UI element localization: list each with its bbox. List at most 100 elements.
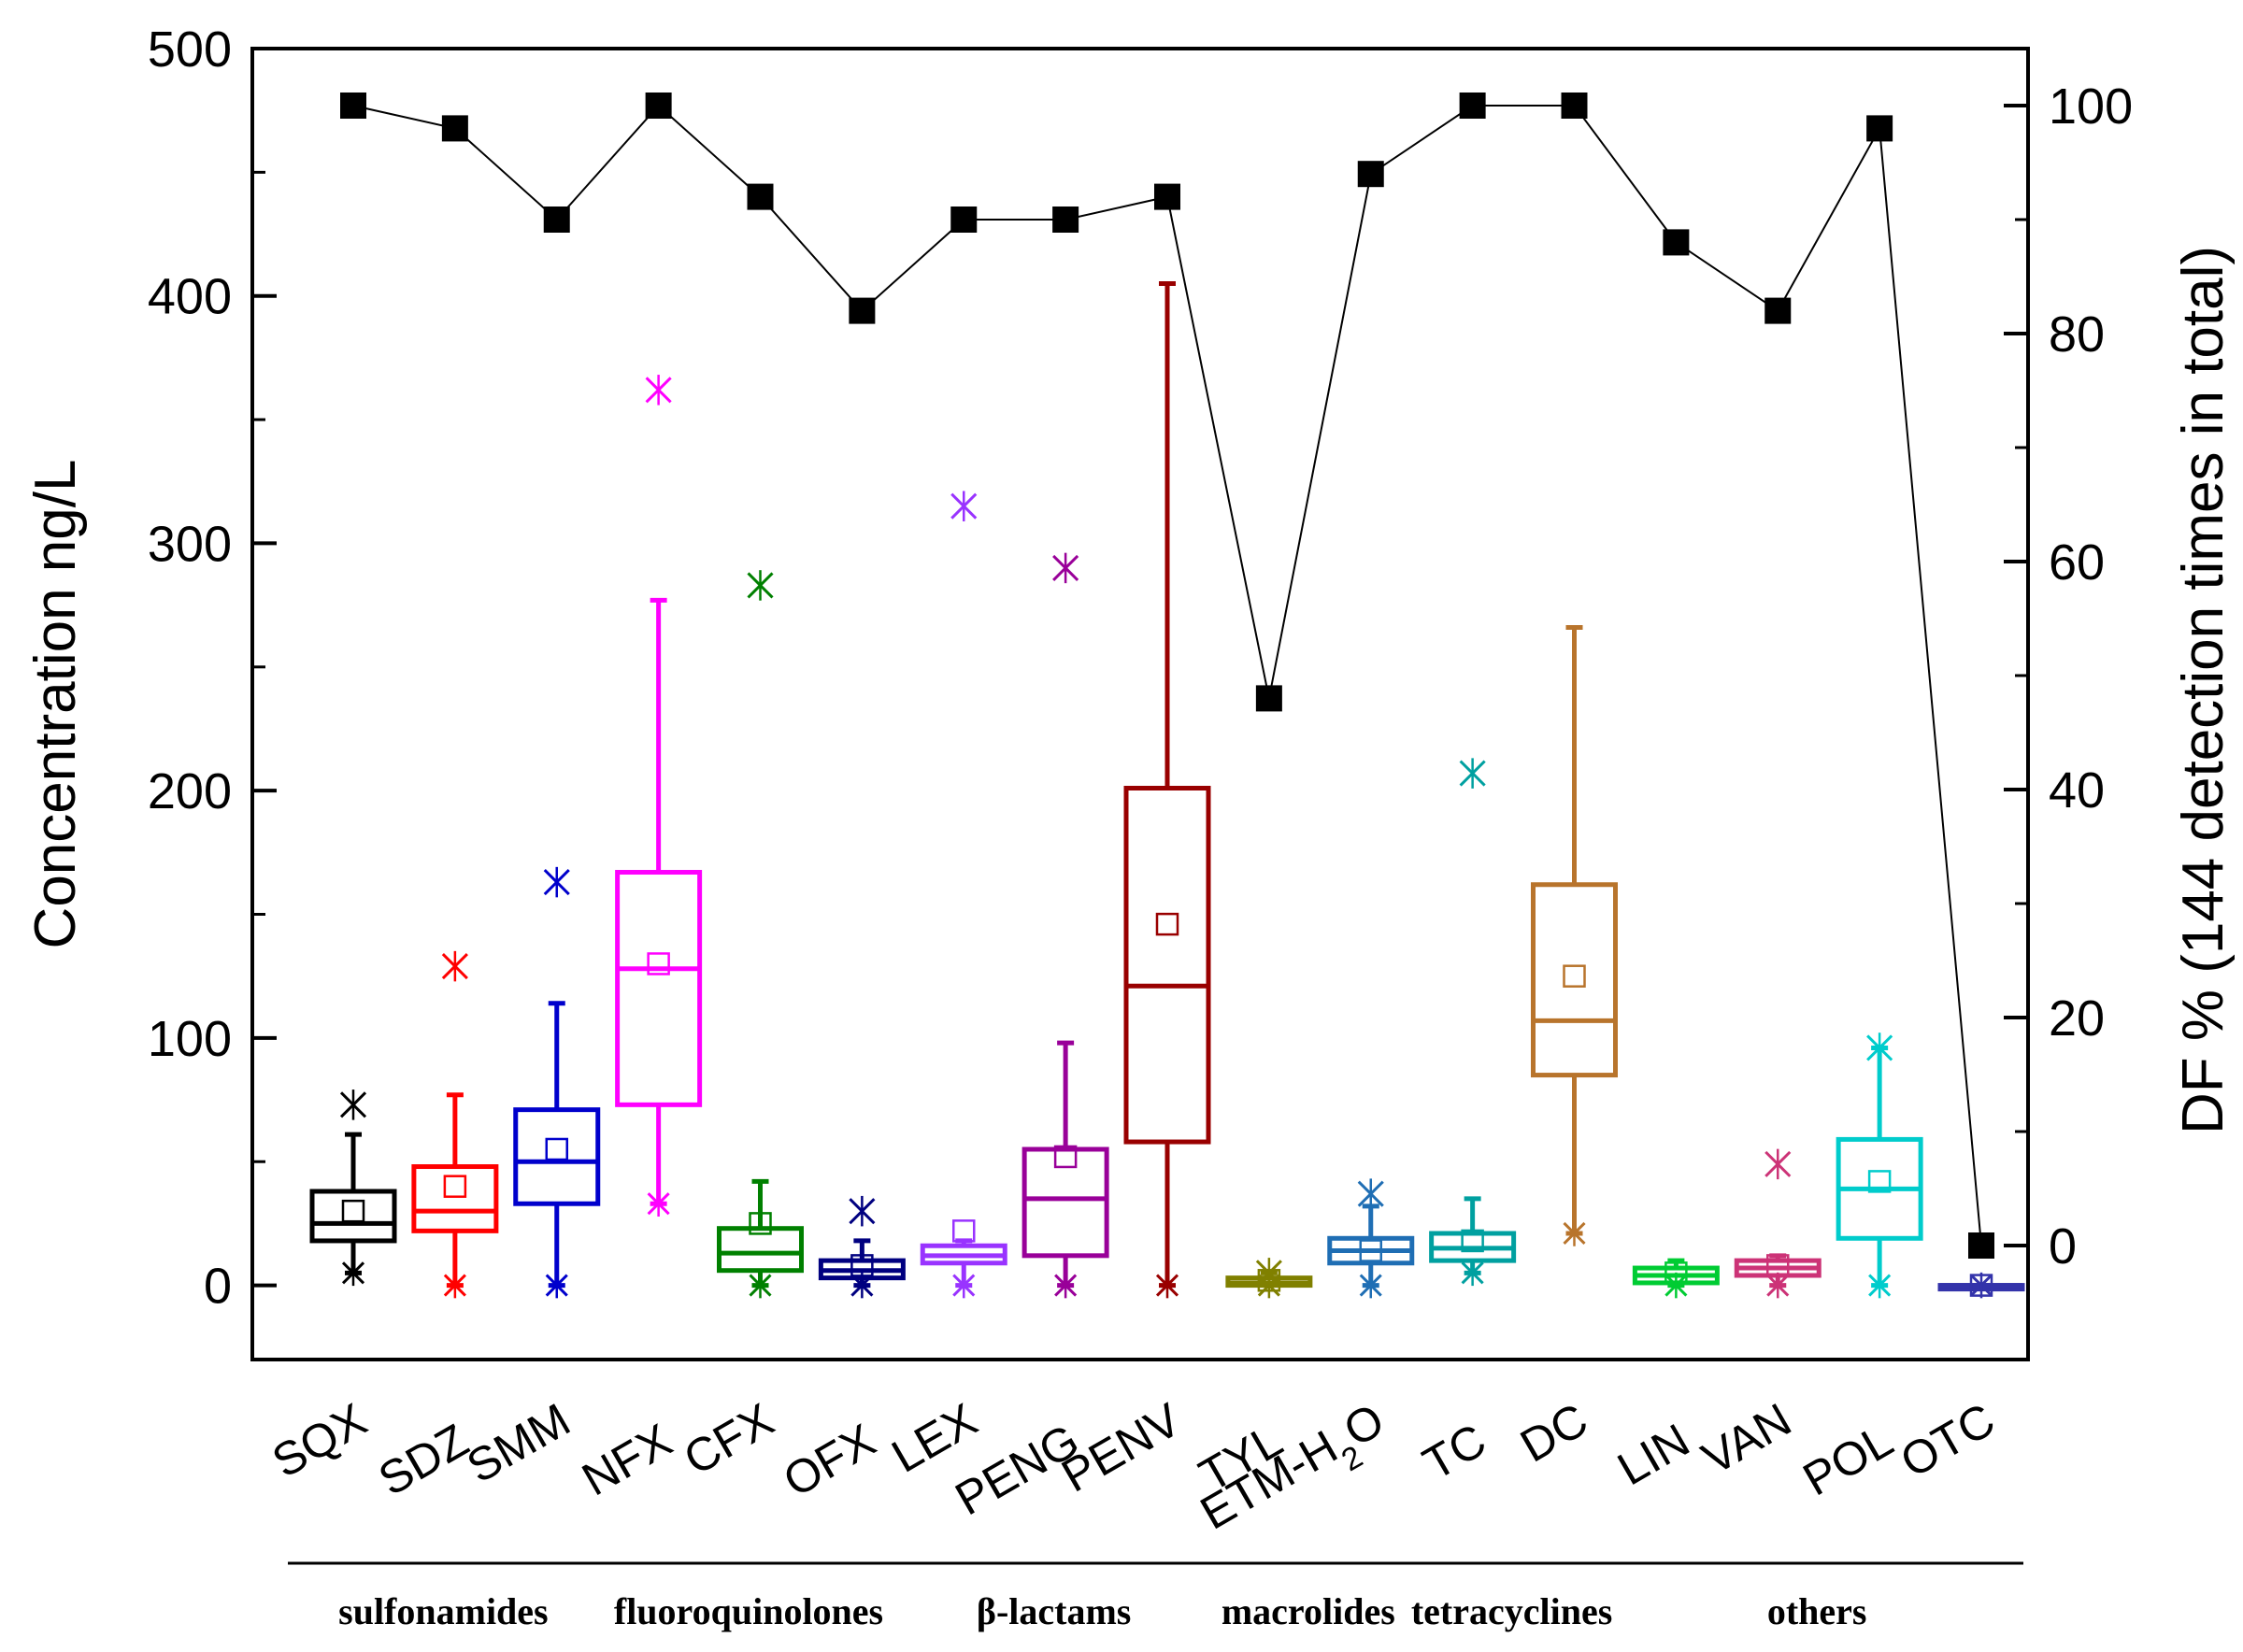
df-point [1561,93,1588,119]
box-iqr [513,1107,601,1206]
df-point [1764,297,1792,324]
box-sdz [411,950,499,1299]
df-point [1866,115,1893,142]
right-tick-label: 80 [2049,306,2105,363]
right-tick-label: 100 [2049,78,2133,135]
df-series [340,93,1994,1259]
df-point [1357,161,1384,188]
outlier-marker [1866,1032,1893,1063]
category-label: VAN [1693,1393,1800,1485]
box-peng [1021,552,1109,1299]
left-tick-label: 100 [148,1011,232,1067]
box-iqr [1021,1146,1109,1259]
left-tick-label: 0 [204,1259,232,1315]
box-series [309,280,2025,1299]
box-sqx [309,1089,397,1287]
box-iqr [1531,882,1618,1078]
box-mean [1155,912,1179,936]
box-smm [513,866,601,1299]
box-lin [1632,1258,1720,1299]
min-marker [1868,1272,1892,1299]
min-marker [1359,1272,1382,1299]
category-label: SMM [458,1393,579,1493]
left-tick-label: 200 [148,763,232,819]
box-dc [1531,624,1618,1246]
box-tc [1429,758,1517,1287]
plot-border [250,47,2030,1361]
box-iqr [309,1189,397,1244]
group-label: fluoroquinolones [614,1590,883,1632]
df-point [645,93,672,119]
box-pol [1836,1032,1923,1299]
min-marker [341,1260,365,1287]
category-label: SDZ [370,1414,478,1505]
min-marker [1257,1272,1280,1299]
box-penv [1123,280,1211,1299]
group-label: macrolides [1222,1590,1395,1632]
outlier-marker [339,1089,367,1120]
min-marker [1969,1272,1993,1299]
outlier-marker [1357,1178,1384,1209]
category-label: CFX [675,1393,782,1485]
box-mean [341,1199,365,1223]
min-marker [850,1272,874,1299]
box-ofx [818,1195,906,1299]
left-tick-label: 400 [148,269,232,325]
min-marker [1054,1272,1078,1299]
df-point [441,115,468,142]
left-tick-label: 300 [148,516,232,572]
box-mean [1563,964,1586,988]
box-van [1734,1148,1822,1299]
min-marker [647,1190,670,1217]
min-marker [545,1272,568,1299]
outlier-marker [1764,1148,1792,1180]
box-mean [952,1219,976,1243]
right-tick-label: 60 [2049,534,2105,591]
df-point [1154,183,1180,210]
box-nfx [615,375,703,1217]
category-label: POL [1794,1414,1902,1506]
box-mean [749,1212,772,1235]
outlier-marker [645,375,672,406]
min-marker [952,1272,976,1299]
outlier-marker [543,866,570,898]
df-point [340,93,366,119]
box-mean [443,1175,467,1198]
box-lex [920,491,1007,1299]
df-point [950,206,978,233]
group-label: others [1767,1590,1867,1632]
outlier-marker [441,950,468,982]
right-tick-label: 20 [2049,990,2105,1047]
df-point [1255,685,1282,712]
category-groups: sulfonamides fluoroquinolones β-lactams mac… [288,1561,2023,1632]
box-mean [1053,1145,1078,1169]
box-mean [1461,1229,1484,1253]
df-point [747,183,774,210]
min-marker [1563,1220,1586,1246]
right-tick-label: 0 [2049,1218,2077,1275]
min-marker [1461,1260,1484,1287]
outlier-marker [1052,552,1079,584]
left-tick-label: 500 [148,21,232,78]
group-label: sulfonamides [338,1590,549,1632]
df-point [1663,229,1690,256]
plot-frame [250,47,2030,1361]
df-point [849,297,876,324]
category-label: LIN [1608,1414,1697,1495]
df-point [543,206,570,233]
box-iqr [615,870,703,1107]
category-label: PENV [1053,1393,1190,1502]
box-otc [1937,1272,2025,1299]
category-label: OFX [775,1414,884,1507]
right-tick-label: 40 [2049,762,2105,819]
category-label: DC [1511,1393,1596,1473]
min-marker [443,1272,466,1299]
group-label: β-lactams [977,1590,1131,1632]
box-mean [545,1137,568,1161]
right-axis-label: DF % (144 detection times in total) [2171,246,2236,1134]
box-tyl [1225,1258,1313,1299]
category-label: OTC [1892,1393,2003,1488]
min-marker [1766,1272,1790,1299]
box-iqr [411,1164,499,1233]
